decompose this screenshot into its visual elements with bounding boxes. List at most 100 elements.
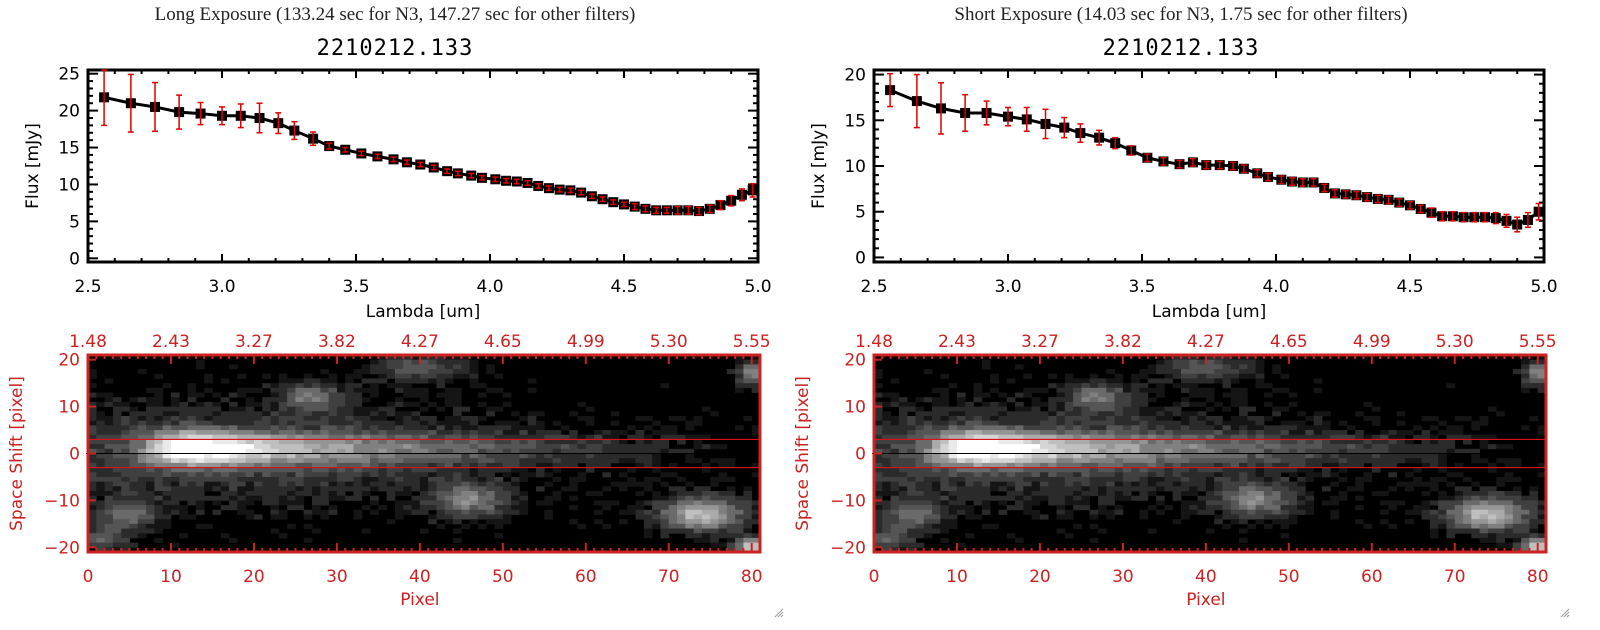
image-pixel [701,467,711,473]
error-bar [1385,195,1392,205]
image-pixel [511,453,520,459]
image-pixel [137,472,147,478]
resize-grip-icon[interactable] [1558,606,1570,618]
image-pixel [1172,425,1182,431]
image-pixel [1521,523,1530,529]
image-pixel [162,411,172,417]
image-pixel [328,481,338,487]
image-pixel [940,448,950,454]
image-pixel [370,486,379,492]
image-pixel [652,500,661,506]
image-pixel [154,500,164,506]
image-pixel [1197,411,1207,417]
error-bar [127,73,134,133]
image-pixel [312,453,321,459]
image-pixel [1114,481,1124,487]
image-pixel [320,448,329,454]
image-pixel [1156,411,1165,417]
image-pixel [1139,444,1149,450]
image-pixel [1114,406,1124,412]
image-pixel [1023,406,1033,412]
image-pixel [436,392,446,398]
image-pixel [1222,425,1232,431]
image-pixel [1156,486,1165,492]
image-pixel [154,523,164,529]
image-pixel [1114,444,1124,450]
image-pixel [907,453,916,459]
image-pixel [137,434,147,440]
image-pixel [981,406,991,412]
image-pixel [461,415,471,422]
image-pixel [88,415,97,422]
image-pixel [1371,444,1381,450]
image-pixel [1429,481,1439,487]
image-pixel [428,486,437,492]
image-pixel [1031,415,1041,422]
image-pixel [1288,430,1298,436]
image-pixel [162,383,172,389]
image-pixel [743,533,753,539]
image-pixel [353,387,363,393]
image-pixel [245,397,255,403]
image-pixel [981,425,991,431]
image-pixel [1098,491,1107,497]
image-pixel [1512,514,1522,520]
image-pixel [1056,500,1066,506]
image-pixel [428,505,437,511]
image-pixel [560,462,570,468]
x-tick-label: 40 [409,567,431,587]
image-pixel [345,430,354,436]
image-pixel [1089,458,1099,464]
image-pixel [204,495,213,501]
image-pixel [1421,444,1431,450]
image-pixel [328,411,338,417]
image-pixel [170,415,180,422]
image-pixel [1396,420,1406,426]
image-pixel [1222,406,1232,412]
error-bar [1096,129,1103,146]
image-pixel [1114,476,1124,483]
image-pixel [444,514,454,520]
image-pixel [461,430,471,436]
image-pixel [956,491,966,497]
image-pixel [494,387,504,393]
image-pixel [1338,453,1348,459]
image-pixel [320,444,329,450]
image-pixel [353,444,363,450]
image-pixel [229,406,238,412]
image-pixel [146,420,155,426]
image-pixel [965,434,974,440]
image-pixel [1089,406,1099,412]
image-pixel [1056,486,1066,492]
image-pixel [461,406,471,412]
image-pixel [303,397,313,403]
image-pixel [461,453,471,459]
image-pixel [1529,547,1539,553]
error-bar [1331,189,1338,198]
image-pixel [1064,411,1074,417]
top-wavelength-label: 1.48 [855,332,893,352]
image-pixel [618,509,628,515]
image-pixel [1280,406,1290,412]
image-pixel [577,458,587,464]
image-pixel [195,486,205,492]
image-pixel [137,444,147,450]
image-pixel [948,519,958,525]
image-pixel [195,430,205,436]
image-pixel [1230,425,1240,431]
error-bar [535,182,542,189]
image-pixel [187,415,197,422]
image-pixel [1048,472,1057,478]
image-pixel [1429,462,1439,468]
image-pixel [336,387,346,393]
image-pixel [618,481,628,487]
image-pixel [1131,411,1140,417]
image-pixel [1089,537,1099,544]
image-pixel [204,434,213,440]
image-pixel [353,448,363,454]
image-pixel [278,411,288,417]
image-pixel [1064,453,1074,459]
image-pixel [436,355,446,361]
resize-grip-icon[interactable] [772,606,784,618]
image-pixel [444,369,454,375]
